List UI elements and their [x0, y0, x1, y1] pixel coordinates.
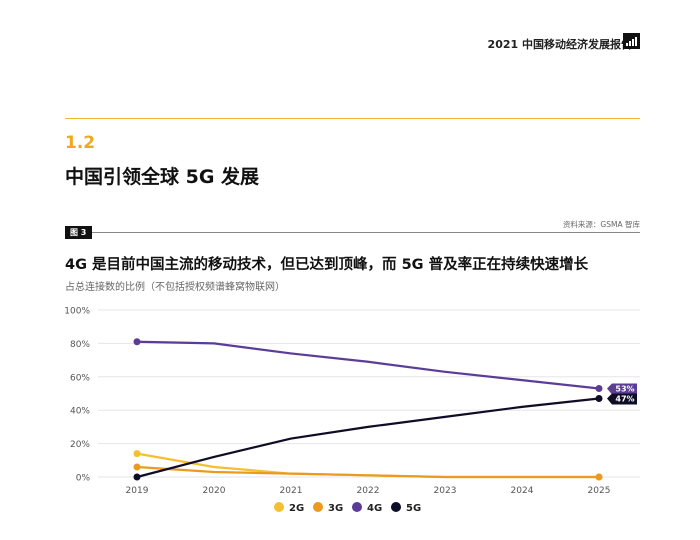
y-tick-label: 80% — [70, 340, 90, 350]
end-label-box-5G — [607, 393, 637, 405]
x-tick-label: 2019 — [126, 486, 149, 496]
legend-label-2G: 2G — [289, 503, 304, 514]
data-point-5G — [595, 395, 603, 403]
series-line-2G — [136, 452, 599, 479]
series-line-3G — [136, 465, 599, 479]
legend-marker-3G — [313, 502, 323, 512]
legend-label-4G: 4G — [367, 503, 382, 514]
chart-title: 4G 是目前中国主流的移动技术，但已达到顶峰，而 5G 普及率正在持续快速增长 — [65, 257, 589, 273]
x-tick-label: 2025 — [588, 486, 611, 496]
series-line-4G — [136, 340, 600, 390]
x-tick-label: 2022 — [357, 486, 380, 496]
legend-marker-4G — [352, 502, 362, 512]
x-tick-label: 2023 — [434, 486, 457, 496]
section-number: 1.2 — [65, 133, 96, 153]
legend-marker-5G — [391, 502, 401, 512]
legend-label-5G: 5G — [406, 503, 421, 514]
legend-label-3G: 3G — [328, 503, 343, 514]
gsma-logo-icon — [623, 33, 640, 49]
figure-divider — [92, 232, 640, 233]
y-tick-label: 100% — [64, 307, 90, 317]
data-point-4G — [595, 384, 603, 392]
y-tick-label: 20% — [70, 440, 90, 450]
figure-tag: 图 3 — [65, 226, 92, 239]
legend-marker-2G — [274, 502, 284, 512]
report-title: 2021 中国移动经济发展报告 — [487, 38, 632, 51]
y-tick-label: 60% — [70, 373, 90, 383]
data-point-3G — [133, 463, 141, 471]
data-point-2G — [133, 450, 141, 458]
y-tick-label: 40% — [70, 407, 90, 417]
chart-subtitle: 占总连接数的比例（不包括授权频谱蜂窝物联网） — [65, 282, 285, 293]
end-label-5G: 47% — [615, 395, 634, 404]
source-note: 资料来源：GSMA 智库 — [562, 220, 640, 229]
x-tick-label: 2021 — [280, 486, 303, 496]
end-label-box-4G — [607, 383, 637, 395]
section-title: 中国引领全球 5G 发展 — [65, 166, 260, 188]
data-point-4G — [133, 338, 141, 346]
header-divider — [65, 118, 640, 119]
series-line-5G — [136, 397, 600, 479]
y-tick-label: 0% — [76, 474, 91, 484]
x-tick-label: 2020 — [203, 486, 226, 496]
data-point-3G — [595, 473, 603, 481]
data-point-5G — [133, 473, 141, 481]
x-tick-label: 2024 — [511, 486, 534, 496]
end-label-4G: 53% — [615, 384, 634, 393]
